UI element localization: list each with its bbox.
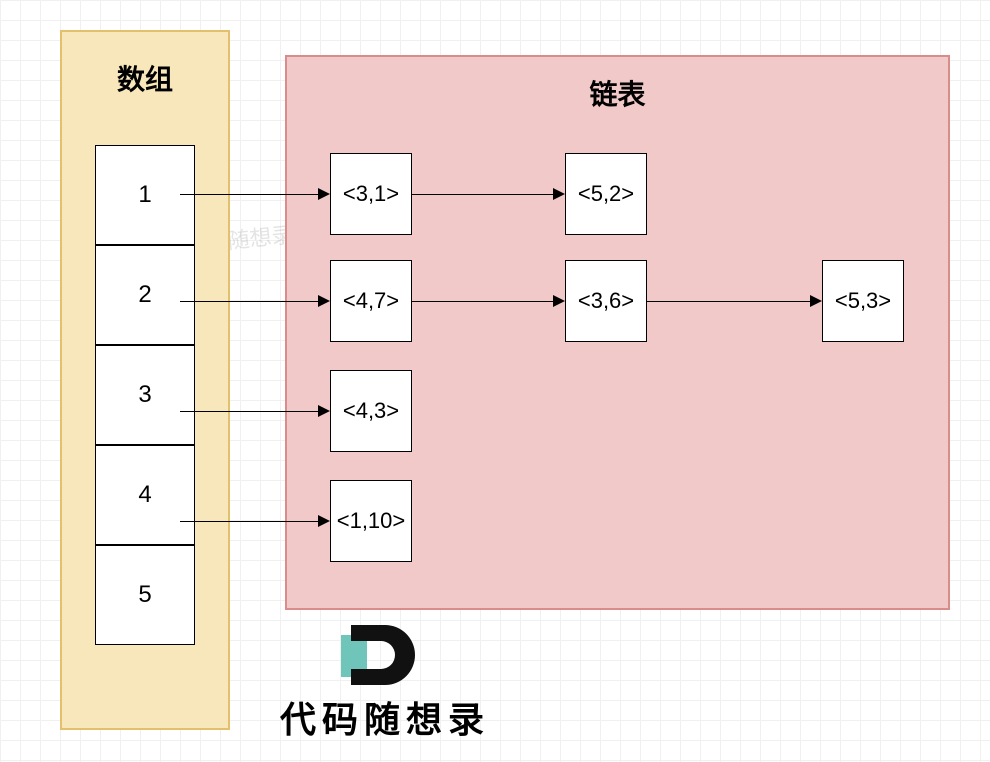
- list-node: <3,6>: [565, 260, 647, 342]
- arrow-head-icon: [553, 295, 565, 307]
- list-node: <5,3>: [822, 260, 904, 342]
- arrow-head-icon: [318, 515, 330, 527]
- array-cell: 4: [95, 445, 195, 545]
- array-title: 数组: [60, 58, 230, 98]
- arrow: [180, 521, 318, 522]
- arrow-head-icon: [810, 295, 822, 307]
- arrow: [647, 301, 810, 302]
- array-cell: 5: [95, 545, 195, 645]
- list-node: <4,3>: [330, 370, 412, 452]
- logo-text: 代码随想录: [280, 691, 490, 743]
- arrow: [180, 301, 318, 302]
- list-node: <5,2>: [565, 153, 647, 235]
- arrow-head-icon: [318, 188, 330, 200]
- arrow: [180, 411, 318, 412]
- array-cell: 2: [95, 245, 195, 345]
- arrow: [412, 194, 553, 195]
- diagram-canvas: 代码随想录 数组 12345 链表 <3,1> <5,2> <4,7> <3,6> <5…: [0, 0, 990, 762]
- array-cell: 3: [95, 345, 195, 445]
- arrow-head-icon: [553, 188, 565, 200]
- arrow: [180, 194, 318, 195]
- arrow-head-icon: [318, 295, 330, 307]
- array-cell: 1: [95, 145, 195, 245]
- list-node: <3,1>: [330, 153, 412, 235]
- arrow: [412, 301, 553, 302]
- list-node: <4,7>: [330, 260, 412, 342]
- linked-list-title: 链表: [285, 73, 950, 113]
- arrow-head-icon: [318, 405, 330, 417]
- logo-icon: [323, 625, 448, 691]
- logo: 代码随想录: [280, 625, 490, 743]
- list-node: <1,10>: [330, 480, 412, 562]
